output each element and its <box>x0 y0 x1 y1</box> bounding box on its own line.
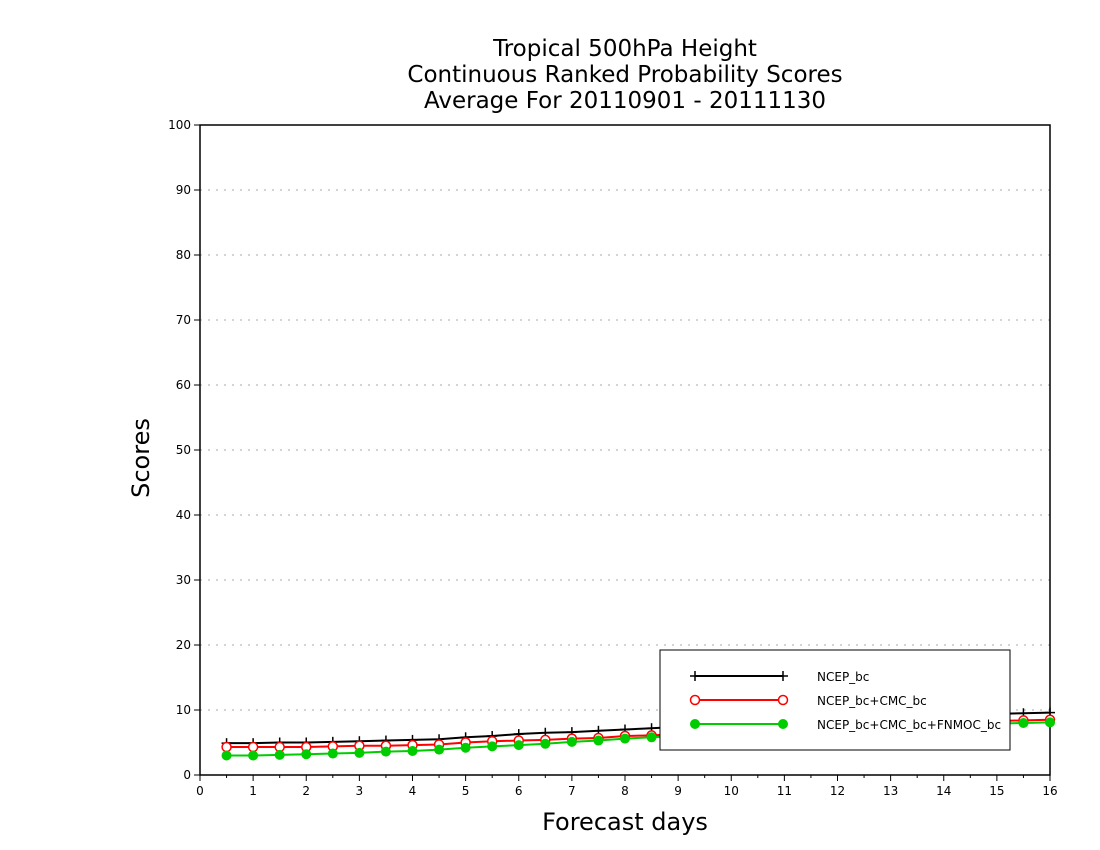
data-point-s2-15 <box>620 733 630 744</box>
data-point-s2-10 <box>487 741 498 752</box>
data-point-s2-12 <box>540 738 551 749</box>
x-tick-label-13: 13 <box>883 784 898 798</box>
legend-label-2: NCEP_bc+CMC_bc+FNMOC_bc <box>817 718 1001 732</box>
x-tick-label-2: 2 <box>302 784 310 798</box>
data-point-s2-30 <box>1018 718 1029 728</box>
legend-label-0: NCEP_bc <box>817 670 869 684</box>
data-point-s2-9 <box>460 742 471 753</box>
legend-marker-start-1 <box>689 694 701 706</box>
x-axis-label: Forecast days <box>542 808 708 836</box>
x-tick-label-15: 15 <box>989 784 1004 798</box>
data-point-s1-1 <box>247 741 259 753</box>
y-axis-label: Scores <box>127 418 155 498</box>
x-tick-label-11: 11 <box>777 784 792 798</box>
y-tick-label-0: 0 <box>183 768 191 782</box>
legend-label-1: NCEP_bc+CMC_bc <box>817 694 927 708</box>
x-tick-label-12: 12 <box>830 784 845 798</box>
x-tick-label-7: 7 <box>568 784 576 798</box>
x-tick-label-6: 6 <box>515 784 523 798</box>
chart-title-line-2: Continuous Ranked Probability Scores <box>407 62 843 88</box>
y-tick-label-10: 10 <box>176 703 191 717</box>
data-point-s2-14 <box>593 735 604 746</box>
data-point-s2-3 <box>301 749 312 760</box>
x-tick-label-1: 1 <box>249 784 257 798</box>
data-point-s2-11 <box>513 740 524 751</box>
data-point-s2-4 <box>327 748 338 759</box>
x-tick-label-14: 14 <box>936 784 951 798</box>
y-tick-label-80: 80 <box>176 248 191 262</box>
x-tick-label-10: 10 <box>724 784 739 798</box>
chart-title-line-1: Tropical 500hPa Height <box>493 36 757 62</box>
x-tick-label-9: 9 <box>674 784 682 798</box>
y-tick-label-40: 40 <box>176 508 191 522</box>
data-point-s2-7 <box>407 745 418 756</box>
data-point-s2-31 <box>1045 717 1055 728</box>
y-tick-label-20: 20 <box>176 638 191 652</box>
y-tick-label-100: 100 <box>168 118 191 132</box>
x-tick-label-8: 8 <box>621 784 629 798</box>
data-point-s2-5 <box>354 747 365 758</box>
data-point-s2-1 <box>248 750 259 761</box>
grid-lines <box>200 189 1050 711</box>
data-point-s2-2 <box>274 749 285 760</box>
legend-marker-start-0 <box>690 671 700 681</box>
legend-marker-start-2 <box>690 719 700 729</box>
y-tick-label-30: 30 <box>176 573 191 587</box>
data-point-s2-13 <box>566 736 577 747</box>
legend: NCEP_bc NCEP_bc+CMC_bc NCEP_bc+CMC_bc+FNMO… <box>659 649 1011 751</box>
x-tick-label-16: 16 <box>1042 784 1057 798</box>
chart-title-line-3: Average For 20110901 - 20111130 <box>423 88 827 114</box>
x-tick-label-4: 4 <box>409 784 417 798</box>
data-point-s2-0 <box>221 750 232 761</box>
legend-marker-end-0 <box>778 671 788 681</box>
x-tick-label-0: 0 <box>196 784 204 798</box>
x-tick-label-5: 5 <box>462 784 470 798</box>
data-point-s2-16 <box>646 732 657 743</box>
data-point-s2-8 <box>434 744 445 755</box>
y-tick-label-70: 70 <box>176 313 191 327</box>
y-tick-label-50: 50 <box>176 443 191 457</box>
data-point-s1-0 <box>221 741 232 753</box>
y-tick-label-90: 90 <box>176 183 191 197</box>
x-tick-label-3: 3 <box>356 784 364 798</box>
legend-marker-end-2 <box>778 719 788 729</box>
data-point-s2-6 <box>380 746 391 757</box>
y-tick-label-60: 60 <box>176 378 191 392</box>
legend-marker-end-1 <box>777 694 789 706</box>
